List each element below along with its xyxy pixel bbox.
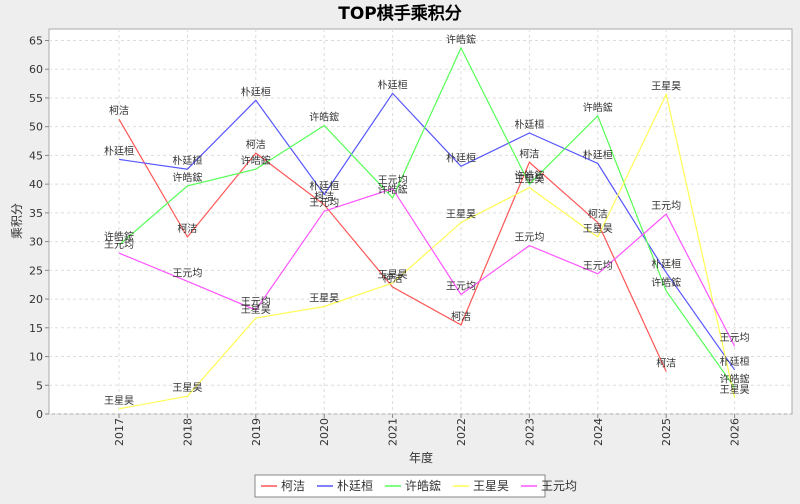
data-point-label: 许皓鋐 (104, 230, 134, 243)
data-point-label: 柯洁 (451, 310, 471, 323)
data-point-label: 许皓鋐 (720, 373, 750, 386)
data-point-label: 柯洁 (588, 208, 608, 221)
data-point-label: 朴廷桓 (446, 151, 476, 164)
data-point-label: 朴廷桓 (241, 85, 271, 98)
data-point-label: 柯洁 (656, 356, 676, 369)
y-tick-label: 40 (29, 178, 43, 191)
y-tick-label: 45 (29, 149, 43, 162)
x-tick-label: 2019 (250, 418, 263, 446)
data-point-label: 王元均 (104, 239, 134, 251)
x-axis-label: 年度 (409, 450, 433, 465)
data-point-label: 王元均 (172, 267, 202, 279)
y-tick-label: 65 (29, 34, 43, 47)
chart-title: TOP棋手乘积分 (338, 3, 462, 24)
plot-background (48, 28, 793, 415)
data-point-label: 王星昊 (309, 293, 339, 305)
data-point-label: 王星昊 (583, 223, 613, 235)
y-tick-label: 25 (29, 264, 43, 277)
data-point-label: 许皓鋐 (651, 276, 681, 289)
data-point-label: 柯洁 (383, 272, 403, 285)
x-tick-label: 2018 (181, 418, 194, 446)
data-point-label: 朴廷桓 (514, 118, 544, 131)
y-tick-label: 55 (29, 92, 43, 105)
data-point-label: 王元均 (241, 296, 271, 308)
data-point-label: 王星昊 (651, 81, 681, 93)
data-point-label: 朴廷桓 (378, 78, 408, 91)
legend-label: 朴廷桓 (337, 478, 373, 493)
series-line (118, 118, 667, 372)
data-point-label: 柯洁 (109, 104, 129, 117)
x-tick-label: 2022 (455, 418, 468, 446)
data-point-label: 许皓鋐 (446, 33, 476, 46)
legend-label: 王元均 (541, 479, 577, 493)
data-point-label: 王元均 (651, 200, 681, 212)
data-point-label: 王元均 (514, 232, 544, 244)
x-tick-label: 2017 (113, 418, 126, 446)
x-tick-label: 2025 (660, 418, 673, 446)
y-tick-label: 30 (29, 236, 43, 249)
data-point-label: 王元均 (583, 260, 613, 272)
data-point-label: 王星昊 (172, 382, 202, 394)
y-tick-label: 20 (29, 293, 43, 306)
y-tick-label: 15 (29, 322, 43, 335)
data-point-label: 王星昊 (104, 395, 134, 407)
point-labels: 柯洁柯洁柯洁柯洁柯洁柯洁柯洁柯洁柯洁朴廷桓朴廷桓朴廷桓朴廷桓朴廷桓朴廷桓朴廷桓朴… (104, 33, 750, 407)
data-point-label: 许皓鋐 (309, 111, 339, 124)
data-point-label: 柯洁 (314, 190, 334, 203)
data-point-label: 王星昊 (720, 384, 750, 396)
series-line (118, 187, 736, 347)
data-point-label: 王星昊 (514, 174, 544, 186)
data-point-label: 王元均 (309, 197, 339, 209)
y-tick-label: 50 (29, 121, 43, 134)
data-point-label: 王星昊 (378, 269, 408, 281)
legend-label: 王星昊 (473, 479, 509, 493)
series-line (118, 92, 736, 371)
data-point-label: 许皓鋐 (378, 183, 408, 196)
legend: 柯洁 朴廷桓 许皓鋐 王星昊 王元均 (254, 474, 577, 498)
data-point-label: 朴廷桓 (172, 154, 202, 167)
series-line (118, 92, 736, 410)
x-tick-label: 2023 (523, 418, 536, 446)
data-point-label: 王元均 (378, 175, 408, 187)
y-tick-label: 0 (36, 408, 43, 421)
data-point-label: 朴廷桓 (583, 148, 613, 161)
y-tick-label: 35 (29, 207, 43, 220)
y-tick-label: 5 (36, 379, 43, 392)
y-tick-label: 60 (29, 63, 43, 76)
x-tick-label: 2020 (318, 418, 331, 446)
data-point-label: 柯洁 (177, 222, 197, 235)
data-point-label: 王元均 (446, 280, 476, 292)
gridlines (49, 29, 792, 415)
series-line (118, 46, 736, 388)
y-tick-label: 10 (29, 351, 43, 364)
data-point-label: 王元均 (720, 332, 750, 344)
x-tick-label: 2021 (387, 418, 400, 446)
legend-label: 许皓鋐 (405, 478, 441, 493)
legend-label: 柯洁 (281, 479, 305, 493)
data-point-label: 朴廷桓 (309, 179, 339, 192)
data-point-label: 许皓鋐 (514, 169, 544, 182)
data-point-label: 柯洁 (519, 147, 539, 160)
y-axis-label: 乘积分 (10, 203, 24, 239)
data-point-label: 朴廷桓 (720, 355, 750, 368)
x-tick-label: 2026 (729, 418, 742, 446)
data-point-label: 柯洁 (246, 138, 266, 151)
data-point-label: 许皓鋐 (241, 154, 271, 167)
data-point-label: 王星昊 (241, 304, 271, 316)
x-tick-label: 2024 (592, 418, 605, 446)
data-point-label: 朴廷桓 (651, 258, 681, 271)
data-point-label: 朴廷桓 (104, 144, 134, 157)
data-point-label: 许皓鋐 (172, 171, 202, 184)
data-point-label: 许皓鋐 (583, 101, 613, 114)
data-point-label: 王星昊 (446, 209, 476, 221)
series-lines (118, 46, 736, 410)
